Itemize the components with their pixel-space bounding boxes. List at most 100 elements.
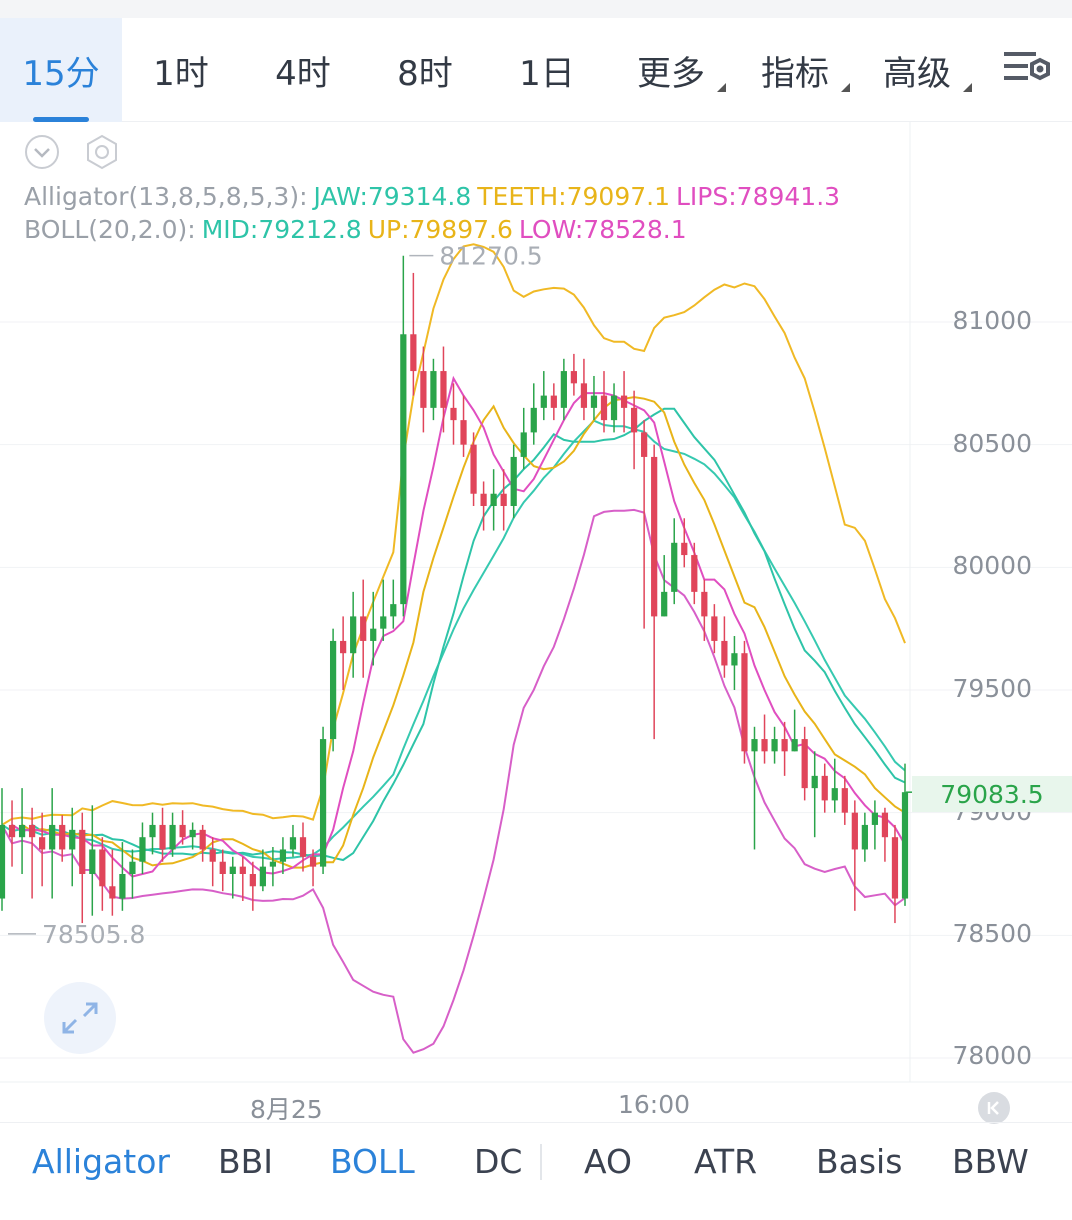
x-tick-label: 16:00 bbox=[618, 1090, 691, 1119]
mid-value: MID:79212.8 bbox=[201, 215, 362, 244]
candle-body bbox=[69, 829, 76, 850]
up-value: UP:79897.6 bbox=[367, 215, 513, 244]
candle-body bbox=[831, 788, 838, 801]
tab-more-label: 更多 bbox=[637, 53, 705, 94]
candle-body bbox=[661, 591, 668, 617]
boll-upper-line bbox=[1, 243, 906, 826]
candle-body bbox=[490, 493, 497, 506]
candle-body bbox=[279, 849, 287, 862]
candle-body bbox=[771, 739, 778, 752]
candle-body bbox=[219, 861, 226, 874]
chart-settings-icon[interactable] bbox=[1002, 46, 1054, 90]
price-tick: 80000 bbox=[952, 551, 1032, 580]
tab-1d[interactable]: 1日 bbox=[519, 53, 575, 94]
candle-body bbox=[259, 866, 266, 887]
candle-body bbox=[28, 824, 36, 838]
candle-body bbox=[741, 653, 748, 752]
candle-body bbox=[249, 874, 256, 887]
tab-4h[interactable]: 4时 bbox=[275, 53, 331, 94]
caret-icon bbox=[963, 83, 972, 92]
candle-body bbox=[99, 849, 106, 887]
timeframe-tabbar: 15分 1时 4时 8时 1日 更多 指标 高级 bbox=[0, 18, 1072, 122]
indicator-atr[interactable]: ATR bbox=[694, 1142, 758, 1181]
rewind-icon bbox=[987, 1101, 999, 1115]
tab-1h[interactable]: 1时 bbox=[153, 53, 209, 94]
candle-body bbox=[480, 493, 487, 506]
candle-body bbox=[450, 407, 457, 421]
candle-body bbox=[540, 395, 547, 408]
candle-body bbox=[49, 824, 56, 850]
candle-body bbox=[299, 837, 307, 857]
candle-body bbox=[410, 334, 417, 372]
collapse-chevron-icon[interactable] bbox=[24, 134, 60, 170]
candle-body bbox=[851, 812, 858, 850]
candle-body bbox=[651, 456, 658, 617]
candle-body bbox=[610, 395, 618, 421]
last-price-tag: 79083.5 bbox=[912, 776, 1072, 812]
candle-body bbox=[630, 407, 638, 433]
tab-8h[interactable]: 8时 bbox=[397, 53, 453, 94]
candle-body bbox=[0, 824, 6, 899]
candle-body bbox=[550, 395, 557, 408]
candle-body bbox=[580, 383, 588, 408]
x-tick-label: 8月25 bbox=[250, 1095, 323, 1124]
candle-body bbox=[420, 371, 427, 408]
tab-more[interactable]: 更多 bbox=[610, 18, 732, 122]
candle-body bbox=[229, 866, 236, 874]
expand-icon bbox=[62, 1002, 98, 1034]
candle-body bbox=[169, 824, 176, 850]
indicator-basis[interactable]: Basis bbox=[816, 1142, 903, 1181]
candle-body bbox=[139, 837, 146, 862]
caret-icon bbox=[717, 83, 726, 92]
candle-body bbox=[600, 395, 608, 421]
candle-body bbox=[400, 334, 407, 605]
indicator-alligator[interactable]: Alligator bbox=[32, 1142, 170, 1181]
boll-mid-line bbox=[1, 419, 906, 861]
candle-body bbox=[239, 866, 246, 874]
indicator-bbi[interactable]: BBI bbox=[218, 1142, 274, 1181]
candle-body bbox=[430, 371, 437, 408]
candle-body bbox=[901, 792, 909, 899]
tab-advanced[interactable]: 高级 bbox=[856, 18, 978, 122]
candle-body bbox=[189, 829, 196, 838]
indicator-settings-icon[interactable] bbox=[84, 134, 120, 170]
indicator-separator bbox=[540, 1144, 542, 1180]
tab-15m[interactable]: 15分 bbox=[0, 18, 122, 122]
candle-body bbox=[620, 395, 628, 408]
indicator-bbw[interactable]: BBW bbox=[952, 1142, 1029, 1181]
caret-icon bbox=[841, 83, 850, 92]
scroll-to-latest-button[interactable] bbox=[978, 1092, 1010, 1124]
jaw-value: JAW:79314.8 bbox=[313, 182, 472, 211]
candle-body bbox=[560, 371, 567, 408]
min-price-label: 78505.8 bbox=[42, 920, 145, 949]
candle-body bbox=[731, 653, 738, 666]
candle-body bbox=[520, 432, 527, 457]
candle-body bbox=[751, 739, 758, 752]
candle-body bbox=[18, 824, 26, 838]
candle-body bbox=[510, 456, 517, 506]
candle-body bbox=[801, 739, 808, 789]
indicator-dc[interactable]: DC bbox=[474, 1142, 523, 1181]
indicator-boll[interactable]: BOLL bbox=[330, 1142, 415, 1181]
candle-body bbox=[681, 542, 688, 556]
candle-body bbox=[711, 616, 718, 641]
tab-indicators[interactable]: 指标 bbox=[734, 18, 856, 122]
candle-body bbox=[590, 395, 598, 408]
expand-chart-button[interactable] bbox=[44, 982, 116, 1054]
candle-body bbox=[761, 739, 768, 752]
alligator-teeth-line bbox=[21, 396, 906, 869]
candle-body bbox=[691, 555, 698, 592]
candle-body bbox=[460, 420, 467, 445]
candle-body bbox=[701, 591, 708, 617]
candle-body bbox=[671, 542, 678, 592]
low-value: LOW:78528.1 bbox=[518, 215, 687, 244]
candle-body bbox=[329, 640, 337, 740]
candle-body bbox=[209, 849, 216, 862]
tab-indicators-label: 指标 bbox=[761, 53, 829, 94]
candle-body bbox=[179, 824, 186, 838]
candle-body bbox=[470, 444, 477, 494]
candle-body bbox=[159, 824, 166, 850]
candle-body bbox=[119, 874, 126, 899]
candle-body bbox=[59, 824, 66, 850]
indicator-ao[interactable]: AO bbox=[584, 1142, 632, 1181]
